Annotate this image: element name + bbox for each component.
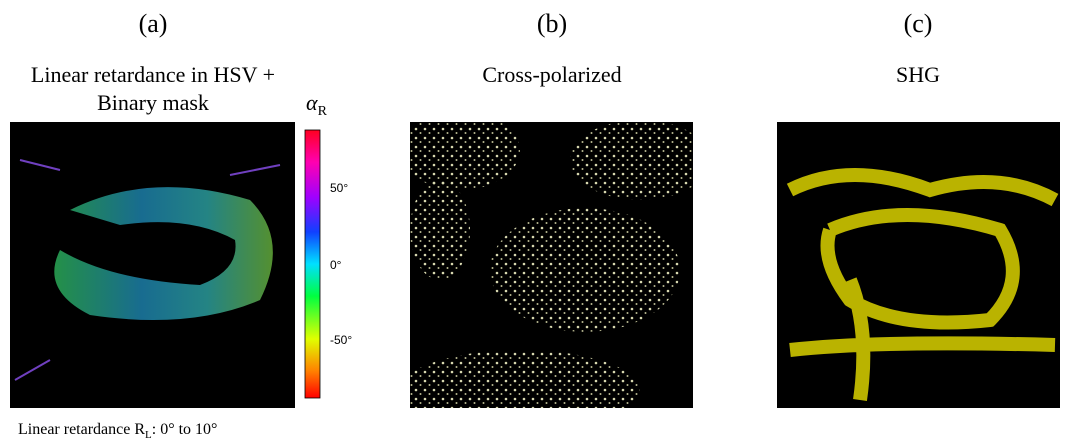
caption: Linear retardance RL: 0° to 10° xyxy=(18,421,217,441)
panel-label: (b) xyxy=(537,9,567,38)
panel-title: Cross-polarized xyxy=(482,62,621,87)
panel-label: (c) xyxy=(904,9,933,38)
colorbar xyxy=(305,130,320,398)
image-b xyxy=(400,110,710,430)
panel-title: Binary mask xyxy=(97,90,209,115)
panel-title: SHG xyxy=(896,62,940,87)
colorbar-tick: -50° xyxy=(330,333,352,347)
colorbar-tick: 50° xyxy=(330,181,348,195)
colorbar-tick: 0° xyxy=(330,258,342,272)
panel-title: Linear retardance in HSV + xyxy=(31,62,275,87)
figure: (a) (b) (c) Linear retardance in HSV + B… xyxy=(0,0,1067,441)
page: (a) (b) (c) Linear retardance in HSV + B… xyxy=(0,0,1067,441)
colorbar-symbol: αR xyxy=(306,90,328,119)
panel-label: (a) xyxy=(139,9,168,38)
image-c xyxy=(777,122,1060,408)
image-a xyxy=(10,122,295,408)
